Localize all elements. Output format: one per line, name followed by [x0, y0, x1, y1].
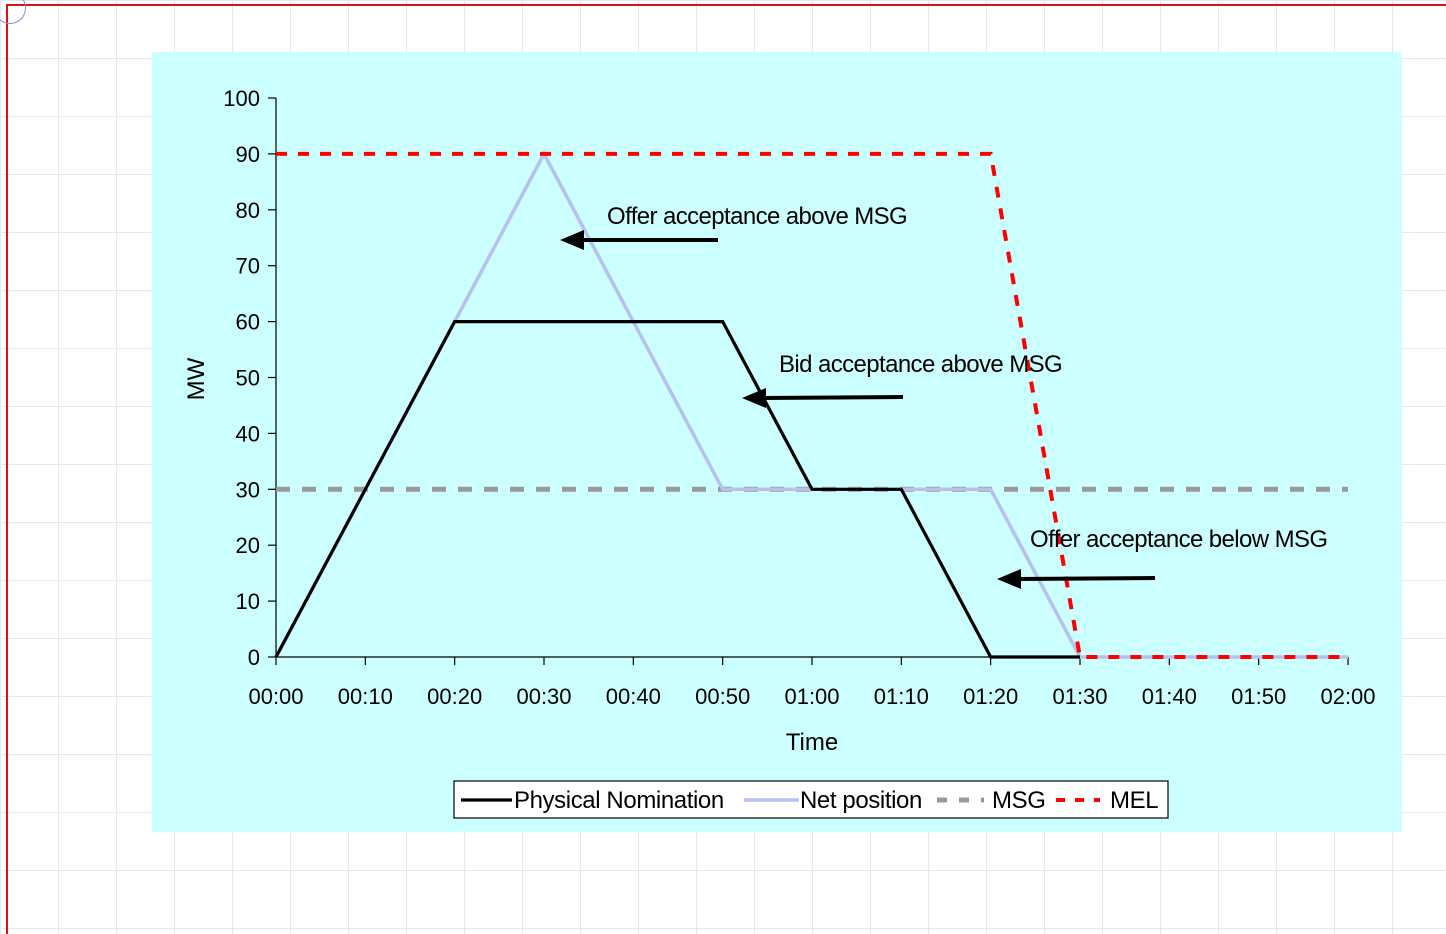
y-tick-label: 60: [236, 310, 260, 335]
annotation-text: Offer acceptance above MSG: [607, 203, 907, 230]
y-tick-label: 50: [236, 366, 260, 391]
legend-label: Physical Nomination: [514, 787, 724, 814]
y-tick-label: 100: [223, 86, 260, 111]
legend-label: MSG: [992, 787, 1045, 814]
annotation-text: Offer acceptance below MSG: [1030, 526, 1327, 553]
chart-panel: 0 10 20 30 40 50 60 70 80 90 100 00:00 00:10 00:20 00:…: [152, 52, 1402, 832]
x-tick-label: 00:30: [516, 684, 571, 709]
x-tick-label: 01:40: [1142, 684, 1197, 709]
x-tick-label: 01:10: [874, 684, 929, 709]
y-tick-label: 40: [236, 421, 260, 446]
x-tick-label: 00:20: [427, 684, 482, 709]
x-tick-label: 00:40: [606, 684, 661, 709]
legend-label: Net position: [800, 787, 922, 814]
x-tick-label: 01:00: [784, 684, 839, 709]
annotation-text: Bid acceptance above MSG: [779, 351, 1062, 378]
y-tick-label: 20: [236, 533, 260, 558]
x-tick-label: 02:00: [1320, 684, 1375, 709]
y-tick-label: 0: [248, 645, 260, 670]
annotation-arrow-head: [560, 230, 584, 250]
x-tick-label: 01:20: [963, 684, 1018, 709]
axes: 0 10 20 30 40 50 60 70 80 90 100 00:00 00:10 00:20 00:…: [223, 86, 1375, 709]
annotations: Offer acceptance above MSG Bid acceptance…: [560, 203, 1328, 589]
y-tick-label: 10: [236, 589, 260, 614]
annotation-arrow-shaft: [761, 395, 904, 400]
legend-label: MEL: [1110, 787, 1158, 814]
y-tick-label: 80: [236, 198, 260, 223]
annotation-arrow-head: [742, 388, 766, 408]
annotation-arrow-shaft: [1016, 576, 1156, 581]
x-tick-label: 00:00: [248, 684, 303, 709]
x-tick-label: 00:50: [695, 684, 750, 709]
annotation-arrow-head: [997, 569, 1021, 589]
x-tick-label: 00:10: [338, 684, 393, 709]
y-tick-label: 30: [236, 477, 260, 502]
series-mel: [276, 151, 1348, 659]
series-layer: [274, 150, 1348, 659]
axis-labels: Time MW: [183, 357, 838, 756]
x-axis-label: Time: [786, 729, 838, 756]
legend: Physical Nomination Net position MSG MEL: [453, 780, 1169, 819]
chart-svg: 0 10 20 30 40 50 60 70 80 90 100 00:00 00:10 00:20 00:…: [183, 86, 1376, 819]
legend-box: [453, 780, 1169, 819]
y-tick-label: 90: [236, 142, 260, 167]
y-tick-label: 70: [236, 254, 260, 279]
corner-circle-decoration: [0, 0, 26, 24]
x-tick-label: 01:50: [1231, 684, 1286, 709]
series-physical-nomination: [274, 320, 1080, 659]
x-tick-label: 01:30: [1052, 684, 1107, 709]
y-axis-label: MW: [183, 357, 210, 400]
